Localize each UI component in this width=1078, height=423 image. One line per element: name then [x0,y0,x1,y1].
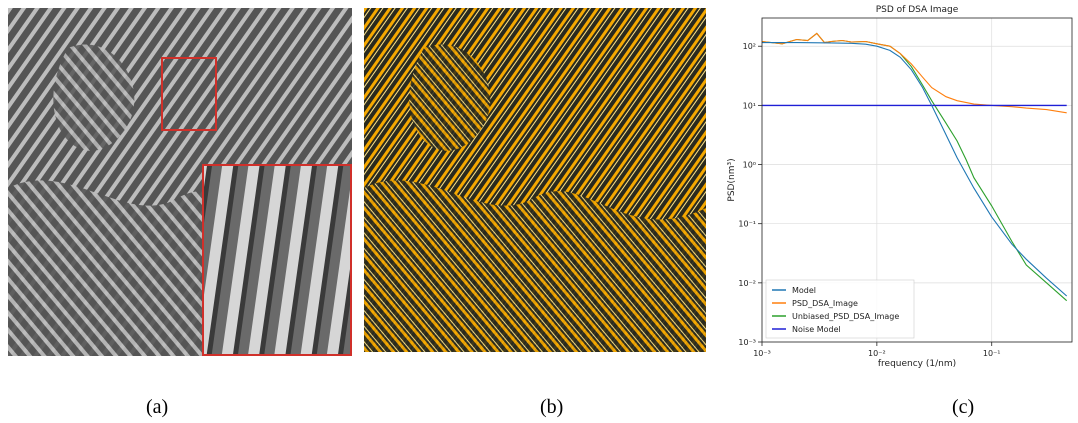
x-tick-label: 10⁻² [868,349,886,358]
caption-b: (b) [540,396,564,418]
y-tick-label: 10⁻³ [738,338,756,347]
edge-domain [409,44,491,151]
legend-label: Noise Model [792,325,841,334]
legend-label: PSD_DSA_Image [792,299,858,308]
y-tick-label: 10⁰ [743,161,756,170]
y-tick-label: 10⁻² [738,279,756,288]
legend-label: Model [792,286,816,295]
x-tick-label: 10⁻³ [753,349,771,358]
magnified-inset [202,164,352,356]
psd-chart-panel: PSD of DSA Image 10⁻³ 10⁻² 10⁻¹ 10⁻³ 10⁻² 10⁻… [720,0,1076,372]
chart-legend: Model PSD_DSA_Image Unbiased_PSD_DSA_Image… [765,279,915,339]
y-axis-label: PSD(nm³) [727,158,737,201]
x-tick-label: 10⁻¹ [983,349,1001,358]
fingerprint-domain [53,44,135,151]
edge-domain [364,180,706,352]
series-line-psd-dsa-image [761,32,1067,114]
x-axis-label: frequency (1/nm) [878,359,956,369]
caption-c: (c) [952,396,975,418]
axis-ticks: 10⁻³ 10⁻² 10⁻¹ 10⁻³ 10⁻² 10⁻¹ 10⁰ 10¹ 10² [738,42,1000,358]
legend-box [765,279,915,339]
chart-series [761,32,1068,302]
series-line-model [762,42,1068,297]
sem-micrograph [8,8,352,356]
plot-frame [761,17,1073,343]
sem-image-panel [8,8,352,356]
edge-overlay-panel [364,8,706,352]
y-tick-label: 10² [743,42,756,51]
zoom-region-box [161,57,217,131]
y-tick-label: 10⁻¹ [738,220,756,229]
psd-chart: PSD of DSA Image 10⁻³ 10⁻² 10⁻¹10⁻³10⁻²10⁻… [727,5,1073,369]
caption-a: (a) [146,396,169,418]
inset-border [202,164,352,356]
edge-detection-image [364,8,706,352]
y-tick-label: 10¹ [743,101,756,110]
chart-title: PSD of DSA Image [876,5,959,15]
legend-label: Unbiased_PSD_DSA_Image [792,312,899,321]
